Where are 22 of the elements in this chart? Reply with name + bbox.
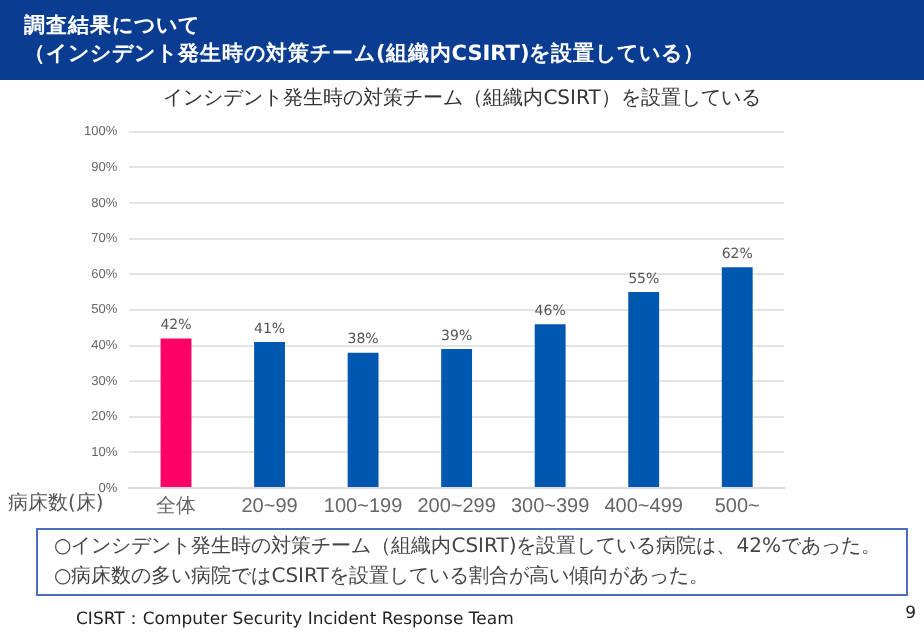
text: 調査結果について (24, 12, 202, 40)
chart-title: インシデント発生時の対策チーム（組織内CSIRT）を設置している (161, 85, 763, 112)
bar (347, 352, 379, 487)
x-tick-label: 300~399 (510, 495, 591, 518)
text: ○インシデント発生時の対策チーム（組織内CSIRT)を設置している病院は、42%であった。 (54, 533, 883, 562)
x-tick-label: 100~199 (323, 495, 404, 518)
text: 9 (905, 604, 916, 624)
x-tick-label: 全体 (156, 493, 197, 518)
text: （インシデント発生時の対策チーム(組織内CSIRT)を設置している） (24, 40, 708, 68)
text: ○病床数の多い病院ではCSIRTを設置している割合が高い傾向があった。 (54, 563, 711, 592)
text: CISRT：Computer Security Incident Response Team (76, 608, 514, 632)
x-axis-title: 病床数(床) (8, 491, 104, 516)
bar (441, 349, 473, 487)
bar (534, 324, 566, 487)
x-tick-label: 20~99 (241, 495, 299, 518)
bar (160, 338, 192, 487)
bar (628, 292, 660, 487)
bar (721, 267, 753, 487)
x-tick-label: 400~499 (604, 495, 684, 518)
bar (254, 341, 285, 487)
x-tick-label: 500~ (714, 495, 761, 518)
x-tick-label: 200~299 (417, 495, 497, 518)
